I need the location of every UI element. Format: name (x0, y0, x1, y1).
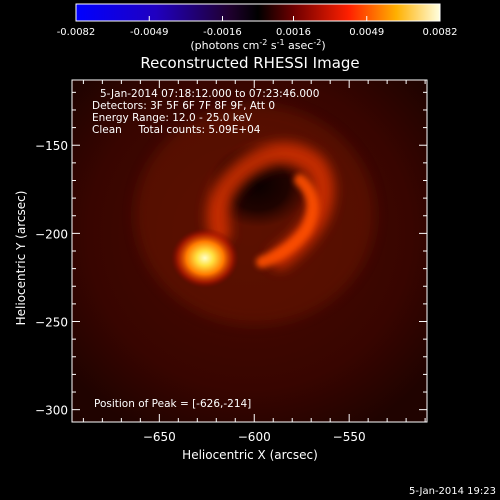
y-tick-label: −150 (35, 139, 68, 153)
colorbar (75, 3, 441, 22)
emission-arc-bright (256, 174, 319, 268)
peak-position-label: Position of Peak = [-626,-214] (94, 398, 251, 410)
emission-core (170, 228, 239, 289)
colorbar-tick-label: -0.0016 (203, 27, 242, 38)
heatmap-image (72, 80, 427, 422)
info-block: 5-Jan-2014 07:18:12.000 to 07:23:46.000 … (92, 88, 319, 136)
footer-timestamp: 5-Jan-2014 19:23 (409, 486, 496, 497)
colorbar-tick-label: 0.0082 (423, 27, 458, 38)
x-tick-label: −600 (238, 430, 271, 444)
y-tick-label: −250 (35, 316, 68, 330)
colorbar-tick-label: -0.0082 (57, 27, 96, 38)
info-line-detectors: Detectors: 3F 5F 6F 7F 8F 9F, Att 0 (92, 100, 275, 112)
y-axis-label: Heliocentric Y (arcsec) (14, 191, 28, 326)
y-axis: −150 −200 −250 −300 (35, 91, 427, 418)
colorbar-ticks (75, 16, 441, 21)
x-tick-label: −550 (333, 430, 366, 444)
colorbar-tick-label: 0.0049 (349, 27, 384, 38)
chart-title: Reconstructed RHESSI Image (140, 54, 359, 72)
info-line-time: 5-Jan-2014 07:18:12.000 to 07:23:46.000 (100, 88, 319, 100)
x-axis: −650 −600 −550 (82, 80, 426, 444)
colorbar-tick-label: -0.0049 (130, 27, 169, 38)
colorbar-tick-label: 0.0016 (276, 27, 311, 38)
y-tick-label: −300 (35, 404, 68, 418)
x-tick-label: −650 (143, 430, 176, 444)
x-axis-label: Heliocentric X (arcsec) (182, 448, 318, 462)
colorbar-units: (photons cm-2 s-1 asec-2) (190, 38, 325, 52)
info-line-counts: Clean Total counts: 5.09E+04 (92, 124, 261, 136)
y-tick-label: −200 (35, 227, 68, 241)
info-line-energy: Energy Range: 12.0 - 25.0 keV (92, 112, 253, 124)
